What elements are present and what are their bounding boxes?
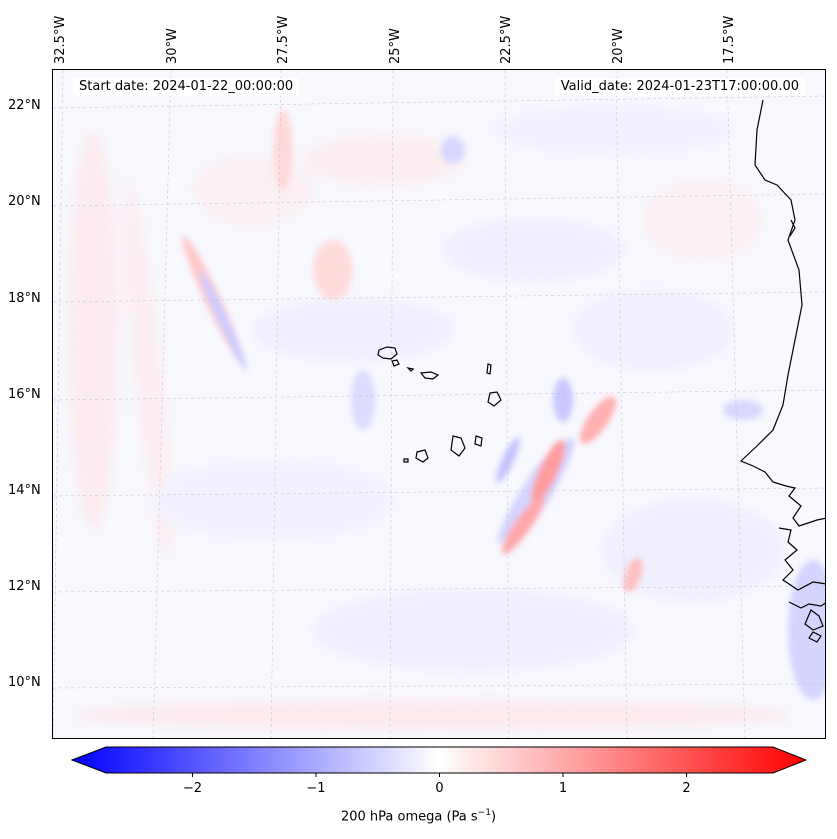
valid-date-label: Valid_date: 2024-01-23T17:00:00.00	[554, 78, 805, 96]
lat-label: 18°N	[8, 291, 41, 306]
lon-label: 17.5°W	[722, 15, 737, 64]
start-date-label: Start date: 2024-01-22_00:00:00	[73, 78, 300, 96]
colorbar-title: 200 hPa omega (Pa s−1)	[0, 808, 837, 824]
cape-verde-islands	[377, 346, 502, 463]
lat-label: 14°N	[8, 483, 41, 498]
colorbar-title-superscript: −1	[477, 808, 491, 818]
colorbar-title-end: )	[490, 809, 497, 825]
lon-label: 25°W	[388, 28, 403, 64]
african-coastline	[739, 99, 825, 643]
colorbar-tick-label: 1	[558, 781, 568, 796]
colorbar-tick-label: −1	[306, 781, 326, 796]
lon-label: 20°W	[611, 28, 626, 64]
omega-contours	[68, 105, 825, 729]
colorbar-tick-label: 2	[682, 781, 691, 796]
graticule	[53, 70, 825, 738]
lat-label: 16°N	[8, 387, 41, 402]
colorbar-bar	[70, 746, 808, 774]
lon-label: 32.5°W	[53, 15, 68, 64]
lat-label: 10°N	[8, 675, 41, 690]
colorbar-tick-label: 0	[435, 781, 444, 796]
omega-field-map	[53, 70, 825, 738]
map-panel[interactable]: Start date: 2024-01-22_00:00:00 Valid_da…	[52, 69, 826, 739]
lat-label: 22°N	[8, 98, 41, 113]
colorbar-tick-label: −2	[182, 781, 203, 796]
colorbar-ticks	[191, 773, 688, 777]
lat-label: 12°N	[8, 579, 41, 594]
lon-label: 27.5°W	[276, 15, 291, 64]
lon-label: 22.5°W	[499, 15, 514, 64]
lon-label: 30°W	[165, 28, 180, 64]
colorbar-title-text: 200 hPa omega (Pa s	[340, 809, 478, 825]
lat-label: 20°N	[8, 194, 41, 209]
